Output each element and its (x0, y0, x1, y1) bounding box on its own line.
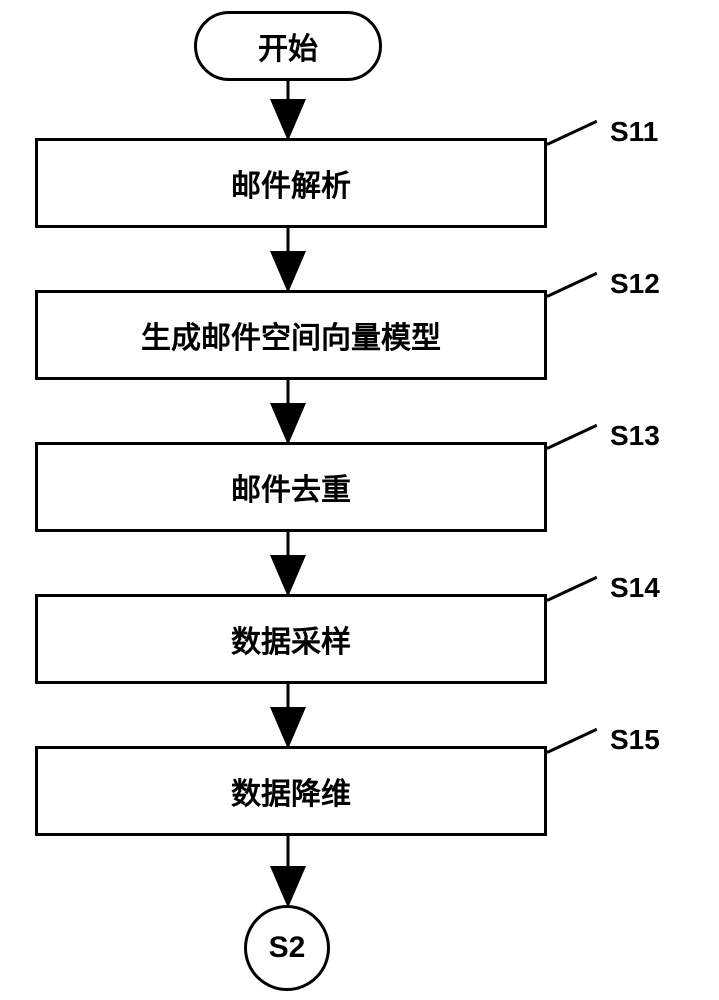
s14-leader-line (546, 576, 597, 602)
process-s12: 生成邮件空间向量模型 (35, 290, 547, 380)
s13-step-label: S13 (610, 420, 660, 452)
s15-step-label: S15 (610, 724, 660, 756)
process-s15-label: 数据降维 (231, 769, 351, 813)
s14-step-label: S14 (610, 572, 660, 604)
process-s12-label: 生成邮件空间向量模型 (141, 313, 441, 357)
process-s14: 数据采样 (35, 594, 547, 684)
end-node: S2 (244, 905, 330, 991)
s15-leader-line (546, 728, 597, 754)
process-s13-label: 邮件去重 (231, 465, 351, 509)
flowchart-container: 开始 邮件解析 S11 生成邮件空间向量模型 S12 邮件去重 S13 数据采样… (0, 0, 719, 1000)
s12-leader-line (546, 272, 597, 298)
process-s13: 邮件去重 (35, 442, 547, 532)
s12-step-label: S12 (610, 268, 660, 300)
process-s14-label: 数据采样 (231, 617, 351, 661)
start-node: 开始 (194, 11, 382, 81)
s13-leader-line (546, 424, 597, 450)
end-label: S2 (269, 931, 306, 965)
process-s11-label: 邮件解析 (231, 161, 351, 205)
s11-step-label: S11 (610, 116, 658, 148)
start-label: 开始 (258, 24, 318, 68)
s11-leader-line (546, 120, 597, 146)
process-s15: 数据降维 (35, 746, 547, 836)
process-s11: 邮件解析 (35, 138, 547, 228)
